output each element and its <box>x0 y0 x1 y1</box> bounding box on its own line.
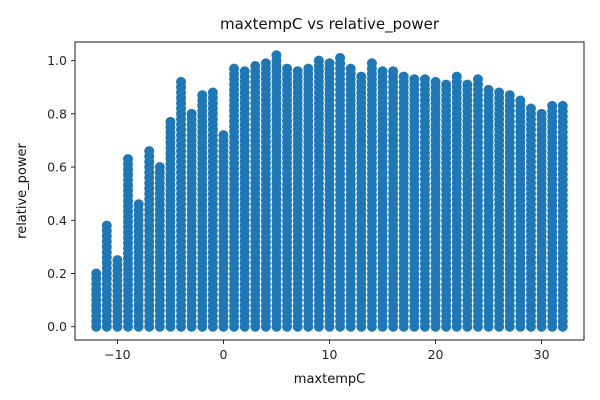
data-point <box>250 60 261 71</box>
data-point <box>377 66 388 77</box>
data-point <box>547 100 558 111</box>
data-point <box>186 108 197 119</box>
data-point <box>366 58 377 69</box>
data-point <box>515 95 526 106</box>
x-tick-label: −10 <box>104 347 130 362</box>
data-point <box>525 103 536 114</box>
data-point <box>451 71 462 82</box>
data-point <box>218 130 229 141</box>
data-point <box>229 63 240 74</box>
data-point <box>176 76 187 87</box>
data-point <box>430 76 441 87</box>
data-point <box>271 50 282 61</box>
data-point <box>197 90 208 101</box>
data-point <box>441 79 452 90</box>
data-point <box>91 268 102 279</box>
data-point <box>123 154 134 165</box>
data-point <box>536 108 547 119</box>
data-point <box>133 199 144 210</box>
data-point <box>335 52 346 63</box>
data-point <box>324 58 335 69</box>
data-point <box>207 87 218 98</box>
data-point <box>292 66 303 77</box>
x-axis-ticks: −10 0 10 20 30 <box>104 340 550 362</box>
data-point <box>398 71 409 82</box>
data-point <box>388 66 399 77</box>
data-point <box>483 84 494 95</box>
y-tick-label: 0.6 <box>47 160 67 175</box>
data-point <box>313 55 324 66</box>
data-point <box>557 100 568 111</box>
data-point <box>260 58 271 69</box>
data-point <box>356 71 367 82</box>
data-point <box>165 116 176 127</box>
x-tick-label: 10 <box>322 347 338 362</box>
x-tick-label: 0 <box>219 347 227 362</box>
data-point <box>494 87 505 98</box>
data-point <box>472 74 483 85</box>
data-point <box>462 79 473 90</box>
y-tick-label: 0.4 <box>47 213 67 228</box>
y-tick-label: 1.0 <box>47 53 67 68</box>
data-point <box>144 146 155 157</box>
x-axis-label: maxtempC <box>294 372 365 387</box>
y-axis-ticks: 0.0 0.2 0.4 0.6 0.8 1.0 <box>47 53 75 334</box>
data-point <box>504 90 515 101</box>
points-layer <box>91 50 568 332</box>
data-point <box>409 74 420 85</box>
data-point <box>303 63 314 74</box>
data-point <box>282 63 293 74</box>
data-point <box>101 220 112 231</box>
chart-title: maxtempC vs relative_power <box>220 15 440 34</box>
y-tick-label: 0.0 <box>47 319 67 334</box>
x-tick-label: 30 <box>534 347 550 362</box>
x-tick-label: 20 <box>428 347 444 362</box>
y-tick-label: 0.8 <box>47 106 67 121</box>
data-point <box>154 162 165 173</box>
data-point <box>345 63 356 74</box>
data-point <box>112 255 123 266</box>
y-axis-label: relative_power <box>15 142 30 238</box>
y-tick-label: 0.2 <box>47 266 67 281</box>
data-point <box>239 66 250 77</box>
data-point <box>419 74 430 85</box>
